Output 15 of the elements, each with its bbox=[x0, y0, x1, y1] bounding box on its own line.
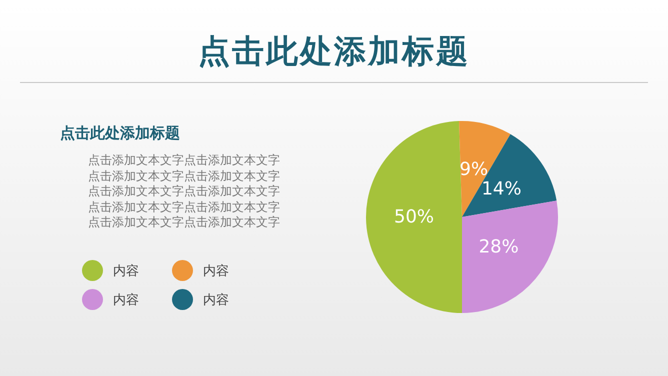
text: 点击添加文本文字点击添加文本文字 bbox=[88, 200, 280, 215]
text: 点击添加文本文字点击添加文本文字 bbox=[88, 168, 280, 184]
data-label: 28% bbox=[478, 236, 519, 258]
chart-title: 点击此处添加标题 bbox=[197, 31, 471, 72]
chart-subtitle: 点击此处添加标题 bbox=[60, 124, 180, 143]
text: 点击添加文本文字点击添加文本文字 bbox=[88, 215, 280, 230]
data-label: 50% bbox=[394, 206, 434, 228]
data-label: 14% bbox=[481, 178, 522, 200]
legend-label: 内容 bbox=[113, 292, 139, 308]
text: 点击添加文本文字点击添加文本文字 bbox=[88, 184, 280, 200]
legend-label: 内容 bbox=[203, 262, 229, 280]
legend-label: 内容 bbox=[203, 292, 229, 308]
legend-label: 内容 bbox=[113, 262, 139, 280]
data-label: 9% bbox=[460, 159, 488, 180]
text: 点击添加文本文字点击添加文本文字 bbox=[88, 153, 280, 168]
